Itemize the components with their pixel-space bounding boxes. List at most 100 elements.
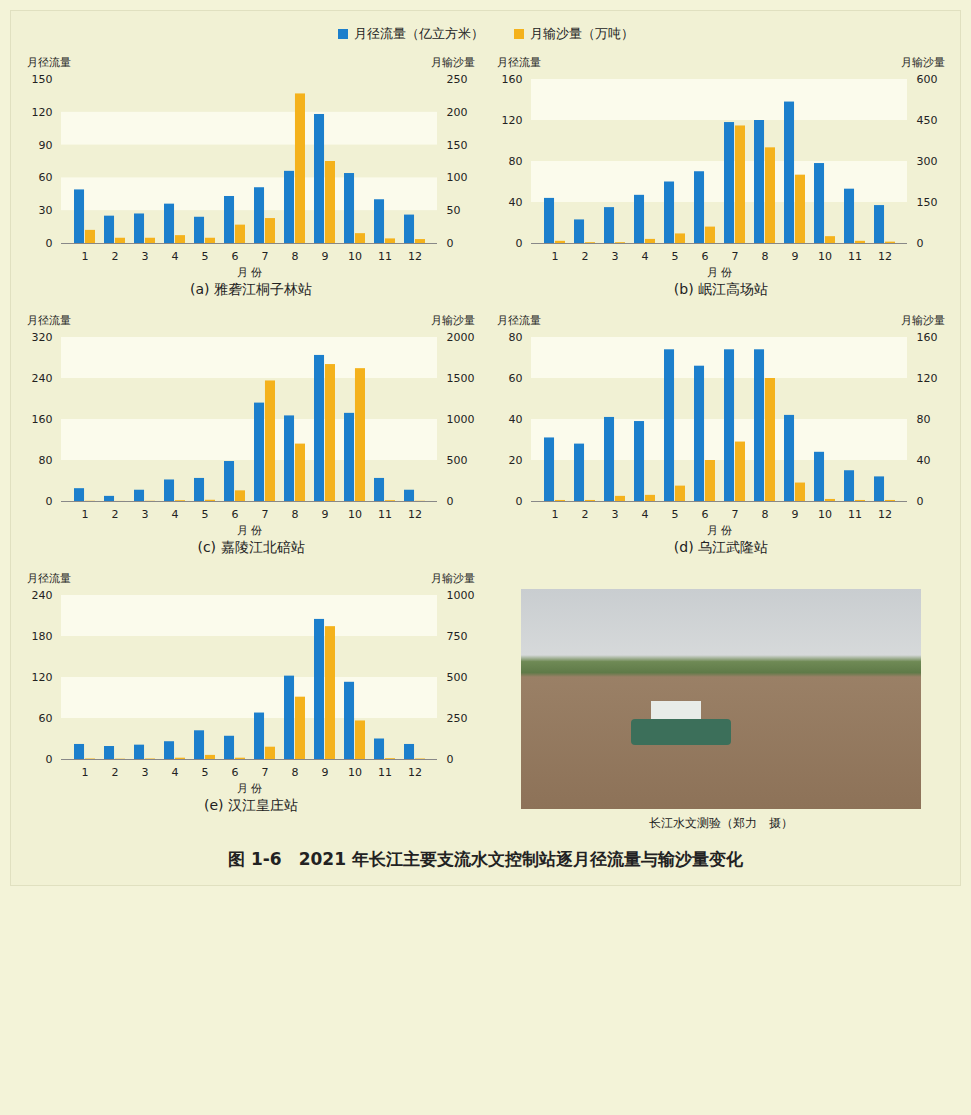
svg-text:4: 4 [172, 508, 179, 521]
svg-text:4: 4 [642, 250, 649, 263]
svg-text:7: 7 [262, 508, 269, 521]
svg-text:11: 11 [378, 766, 392, 779]
svg-text:8: 8 [762, 508, 769, 521]
svg-text:500: 500 [447, 454, 468, 467]
svg-text:0: 0 [46, 753, 53, 766]
svg-text:30: 30 [39, 204, 53, 217]
svg-text:50: 50 [447, 204, 461, 217]
svg-text:3: 3 [142, 250, 149, 263]
svg-text:150: 150 [447, 139, 468, 152]
svg-text:750: 750 [447, 630, 468, 643]
svg-text:月 份: 月 份 [237, 782, 263, 795]
svg-text:3: 3 [612, 250, 619, 263]
svg-text:11: 11 [378, 508, 392, 521]
svg-text:9: 9 [322, 766, 329, 779]
svg-text:300: 300 [917, 155, 938, 168]
svg-text:240: 240 [32, 589, 53, 602]
svg-text:0: 0 [447, 753, 454, 766]
svg-text:2: 2 [582, 508, 589, 521]
svg-text:0: 0 [46, 495, 53, 508]
svg-text:12: 12 [878, 508, 892, 521]
svg-text:0: 0 [917, 495, 924, 508]
svg-text:0: 0 [46, 237, 53, 250]
svg-text:320: 320 [32, 331, 53, 344]
svg-text:10: 10 [818, 508, 832, 521]
svg-text:1500: 1500 [447, 372, 475, 385]
svg-text:6: 6 [232, 766, 239, 779]
svg-text:4: 4 [642, 508, 649, 521]
svg-text:12: 12 [408, 766, 422, 779]
svg-text:9: 9 [792, 508, 799, 521]
svg-text:2000: 2000 [447, 331, 475, 344]
svg-text:80: 80 [39, 454, 53, 467]
svg-text:12: 12 [408, 508, 422, 521]
svg-text:9: 9 [322, 250, 329, 263]
svg-text:40: 40 [509, 413, 523, 426]
svg-text:600: 600 [917, 73, 938, 86]
svg-text:5: 5 [672, 250, 679, 263]
svg-text:4: 4 [172, 250, 179, 263]
svg-text:8: 8 [292, 508, 299, 521]
svg-text:8: 8 [292, 250, 299, 263]
svg-text:60: 60 [509, 372, 523, 385]
svg-text:60: 60 [39, 171, 53, 184]
svg-text:3: 3 [142, 766, 149, 779]
svg-text:4: 4 [172, 766, 179, 779]
svg-text:9: 9 [792, 250, 799, 263]
svg-text:180: 180 [32, 630, 53, 643]
svg-text:60: 60 [39, 712, 53, 725]
svg-text:7: 7 [262, 250, 269, 263]
svg-text:1000: 1000 [447, 589, 475, 602]
svg-text:5: 5 [672, 508, 679, 521]
svg-text:0: 0 [447, 237, 454, 250]
svg-text:160: 160 [917, 331, 938, 344]
svg-text:450: 450 [917, 114, 938, 127]
svg-text:40: 40 [509, 196, 523, 209]
svg-text:80: 80 [917, 413, 931, 426]
svg-text:0: 0 [516, 237, 523, 250]
svg-text:2: 2 [582, 250, 589, 263]
svg-text:7: 7 [732, 250, 739, 263]
svg-text:90: 90 [39, 139, 53, 152]
svg-text:6: 6 [702, 250, 709, 263]
svg-text:120: 120 [32, 671, 53, 684]
svg-text:月 份: 月 份 [237, 266, 263, 279]
svg-text:2: 2 [112, 766, 119, 779]
svg-text:10: 10 [348, 250, 362, 263]
svg-text:6: 6 [232, 250, 239, 263]
svg-text:3: 3 [612, 508, 619, 521]
svg-text:月 份: 月 份 [237, 524, 263, 537]
svg-text:250: 250 [447, 73, 468, 86]
svg-text:7: 7 [262, 766, 269, 779]
svg-text:160: 160 [32, 413, 53, 426]
svg-text:0: 0 [917, 237, 924, 250]
svg-text:9: 9 [322, 508, 329, 521]
svg-text:12: 12 [878, 250, 892, 263]
svg-text:1: 1 [82, 508, 89, 521]
svg-text:0: 0 [447, 495, 454, 508]
svg-text:120: 120 [917, 372, 938, 385]
svg-text:1: 1 [82, 250, 89, 263]
svg-text:160: 160 [502, 73, 523, 86]
svg-text:12: 12 [408, 250, 422, 263]
svg-text:5: 5 [202, 508, 209, 521]
svg-text:6: 6 [232, 508, 239, 521]
svg-text:3: 3 [142, 508, 149, 521]
svg-text:80: 80 [509, 331, 523, 344]
svg-text:10: 10 [348, 508, 362, 521]
svg-text:月 份: 月 份 [707, 524, 733, 537]
svg-text:80: 80 [509, 155, 523, 168]
svg-text:1: 1 [82, 766, 89, 779]
svg-text:5: 5 [202, 250, 209, 263]
svg-text:100: 100 [447, 171, 468, 184]
svg-text:250: 250 [447, 712, 468, 725]
svg-text:20: 20 [509, 454, 523, 467]
svg-text:200: 200 [447, 106, 468, 119]
svg-text:120: 120 [502, 114, 523, 127]
svg-text:150: 150 [32, 73, 53, 86]
svg-text:10: 10 [818, 250, 832, 263]
svg-text:月 份: 月 份 [707, 266, 733, 279]
svg-text:8: 8 [762, 250, 769, 263]
svg-text:0: 0 [516, 495, 523, 508]
svg-text:11: 11 [378, 250, 392, 263]
